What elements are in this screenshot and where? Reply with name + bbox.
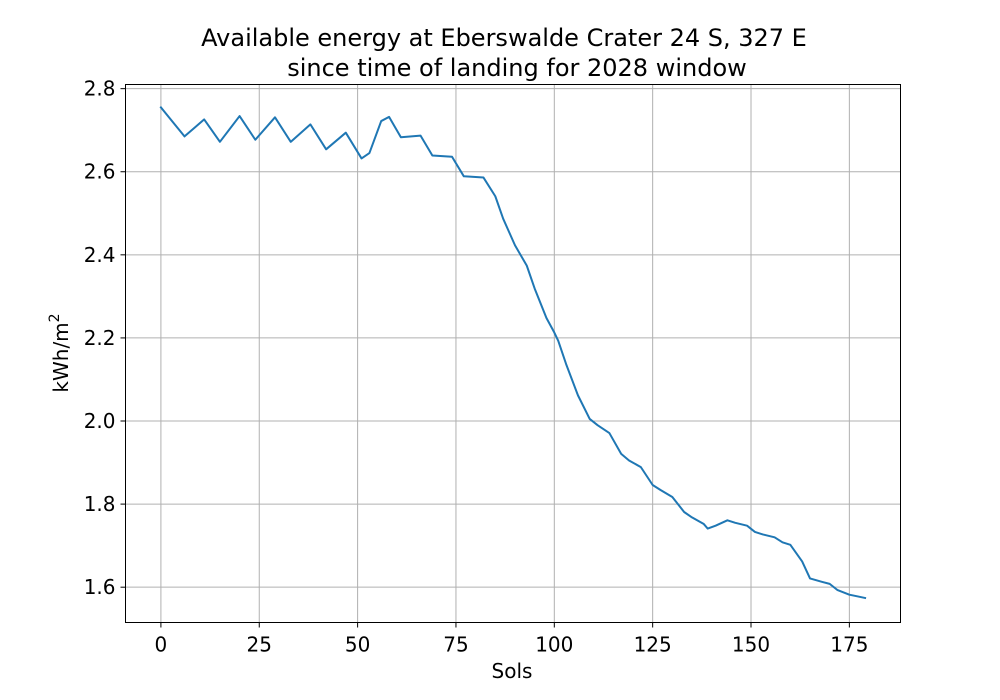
- x-tick-label: 50: [345, 633, 370, 657]
- grid: [125, 84, 901, 623]
- y-axis-label-superscript: 2: [47, 313, 63, 322]
- x-tick-label: 150: [732, 633, 770, 657]
- y-tick-label: 1.6: [84, 575, 116, 599]
- x-tick-label: 125: [634, 633, 672, 657]
- chart-title-line-1: Available energy at Eberswalde Crater 24…: [201, 24, 807, 52]
- x-tick-label: 175: [830, 633, 868, 657]
- y-tick-label: 2.4: [84, 243, 116, 267]
- series-layer: [159, 105, 867, 600]
- y-axis: 1.6 1.8 2.0 2.2 2.4 2.6 2.8: [84, 77, 126, 599]
- y-axis-label-base: kWh/m: [49, 322, 73, 392]
- y-axis-label: kWh/m2: [47, 313, 73, 392]
- y-tick-label: 2.0: [84, 409, 116, 433]
- x-tick-label: 75: [443, 633, 468, 657]
- y-tick-label: 2.6: [84, 160, 116, 184]
- x-tick-label: 100: [535, 633, 573, 657]
- chart-title-line-2: since time of landing for 2028 window: [287, 54, 747, 82]
- x-tick-label: 0: [155, 633, 168, 657]
- x-tick-label: 25: [247, 633, 272, 657]
- y-tick-label: 2.8: [84, 77, 116, 101]
- plot-frame: [125, 84, 901, 623]
- x-axis: 0 25 50 75 100 125 150 175: [155, 622, 868, 657]
- x-axis-label: Sols: [492, 659, 533, 683]
- series-line-0: [159, 105, 867, 600]
- y-tick-label: 1.8: [84, 492, 116, 516]
- y-tick-label: 2.2: [84, 326, 116, 350]
